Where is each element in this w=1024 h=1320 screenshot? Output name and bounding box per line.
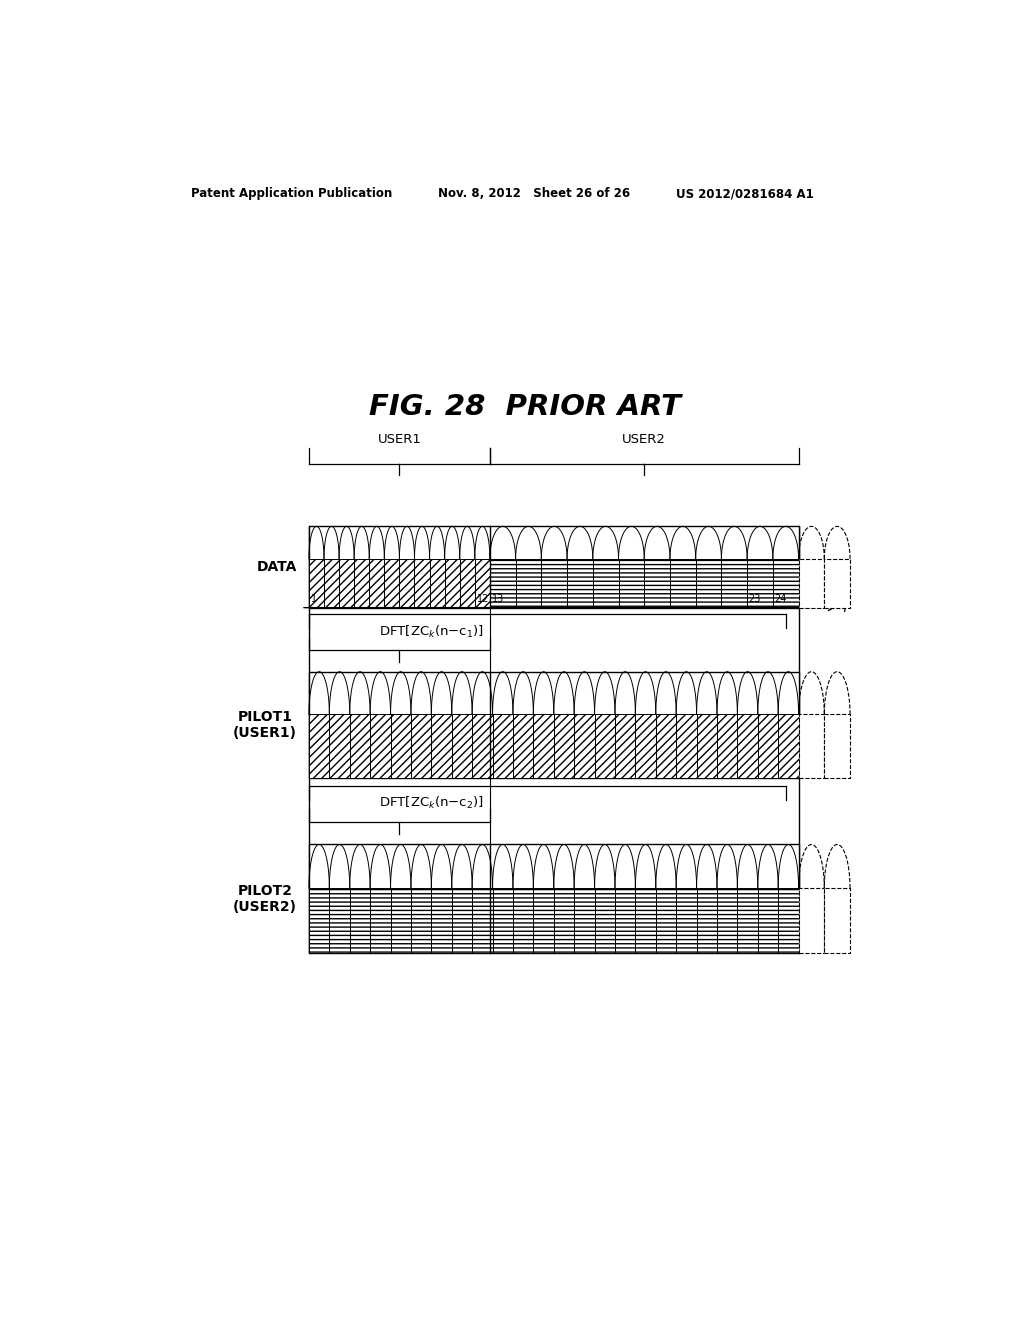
Bar [370, 558, 384, 607]
Bar [717, 714, 737, 779]
Bar [452, 888, 472, 953]
Bar [534, 714, 554, 779]
Bar [390, 888, 411, 953]
Bar [824, 714, 850, 779]
Bar [513, 888, 534, 953]
Bar [567, 558, 593, 607]
Bar [399, 558, 415, 607]
Text: DFT[ZC$_k$(n$-$c$_2$)]: DFT[ZC$_k$(n$-$c$_2$)] [379, 795, 483, 812]
Bar [411, 714, 431, 779]
Bar [635, 888, 655, 953]
Bar [309, 888, 330, 953]
Bar [309, 714, 330, 779]
Bar [350, 888, 370, 953]
Bar [411, 888, 431, 953]
Bar [493, 714, 513, 779]
Bar [722, 558, 748, 607]
Bar [695, 558, 722, 607]
Bar [799, 714, 824, 779]
Bar [737, 714, 758, 779]
Bar [799, 558, 824, 607]
Bar [475, 558, 489, 607]
Text: PILOT2
(USER2): PILOT2 (USER2) [233, 884, 297, 913]
Bar [309, 558, 324, 607]
Bar [670, 558, 695, 607]
Bar [415, 558, 430, 607]
Text: f: f [842, 601, 847, 615]
Bar [824, 558, 850, 607]
Text: 24: 24 [774, 594, 786, 603]
Text: US 2012/0281684 A1: US 2012/0281684 A1 [676, 187, 813, 201]
Text: FIG. 28  PRIOR ART: FIG. 28 PRIOR ART [369, 393, 681, 421]
Bar [595, 714, 615, 779]
Text: 23: 23 [749, 594, 761, 603]
Bar [717, 888, 737, 953]
Bar [737, 888, 758, 953]
Bar [696, 888, 717, 953]
Bar [384, 558, 399, 607]
Text: DFT[ZC$_k$(n$-$c$_1$)]: DFT[ZC$_k$(n$-$c$_1$)] [379, 623, 483, 640]
Bar [635, 714, 655, 779]
Bar [615, 714, 635, 779]
Bar [370, 714, 390, 779]
Bar [615, 888, 635, 953]
Bar [489, 558, 516, 607]
Bar [676, 714, 696, 779]
Text: PILOT1
(USER1): PILOT1 (USER1) [233, 710, 297, 741]
Bar [431, 888, 452, 953]
Bar [799, 888, 824, 953]
Bar [431, 714, 452, 779]
Bar [554, 888, 574, 953]
Bar [460, 558, 475, 607]
Text: DATA: DATA [257, 560, 297, 574]
Bar [593, 558, 618, 607]
Bar [655, 888, 676, 953]
Bar [696, 714, 717, 779]
Bar [778, 714, 799, 779]
Text: 1: 1 [311, 594, 317, 603]
Text: USER1: USER1 [378, 433, 421, 446]
Bar [330, 714, 350, 779]
Bar [655, 714, 676, 779]
Bar [472, 888, 493, 953]
Text: 12: 12 [477, 594, 489, 603]
Bar [444, 558, 460, 607]
Bar [758, 888, 778, 953]
Bar [370, 888, 390, 953]
Bar [758, 714, 778, 779]
Bar [618, 558, 644, 607]
Bar [534, 888, 554, 953]
Bar [574, 714, 595, 779]
Bar [516, 558, 542, 607]
Bar [350, 714, 370, 779]
Bar [778, 888, 799, 953]
Bar [472, 714, 493, 779]
Bar [354, 558, 370, 607]
Bar [339, 558, 354, 607]
Bar [493, 888, 513, 953]
Bar [430, 558, 444, 607]
Bar [390, 714, 411, 779]
Bar [554, 714, 574, 779]
Bar [452, 714, 472, 779]
Text: USER2: USER2 [623, 433, 667, 446]
Bar [644, 558, 670, 607]
Bar [676, 888, 696, 953]
Text: Patent Application Publication: Patent Application Publication [191, 187, 393, 201]
Bar [824, 888, 850, 953]
Bar [574, 888, 595, 953]
Bar [542, 558, 567, 607]
Bar [595, 888, 615, 953]
Text: 13: 13 [493, 594, 505, 603]
Bar [309, 845, 799, 953]
Bar [513, 714, 534, 779]
Bar [309, 527, 799, 607]
Bar [748, 558, 773, 607]
Bar [773, 558, 799, 607]
Bar [330, 888, 350, 953]
Bar [324, 558, 339, 607]
Text: Nov. 8, 2012   Sheet 26 of 26: Nov. 8, 2012 Sheet 26 of 26 [437, 187, 630, 201]
Bar [309, 672, 799, 779]
